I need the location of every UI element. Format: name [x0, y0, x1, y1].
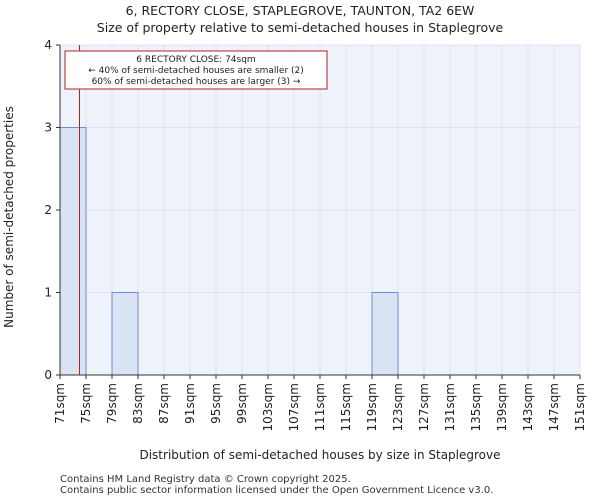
- x-tick-label: 71sqm: [53, 383, 67, 424]
- y-tick-label: 4: [44, 38, 52, 52]
- x-tick-label: 123sqm: [391, 383, 405, 431]
- x-tick-label: 107sqm: [287, 383, 301, 431]
- footer-licence: Contains public sector information licen…: [60, 485, 494, 496]
- x-tick-label: 147sqm: [547, 383, 561, 431]
- x-tick-label: 75sqm: [79, 383, 93, 424]
- x-tick-label: 99sqm: [235, 383, 249, 424]
- x-tick-label: 87sqm: [157, 383, 171, 424]
- x-tick-label: 115sqm: [339, 383, 353, 431]
- x-tick-label: 143sqm: [521, 383, 535, 431]
- chart-title: 6, RECTORY CLOSE, STAPLEGROVE, TAUNTON, …: [125, 3, 475, 18]
- x-tick-label: 103sqm: [261, 383, 275, 431]
- footer-copyright: Contains HM Land Registry data © Crown c…: [60, 474, 351, 485]
- histogram-bar: [59, 127, 87, 376]
- property-annotation: 6 RECTORY CLOSE: 74sqm ← 40% of semi-det…: [64, 50, 328, 90]
- chart-subtitle: Size of property relative to semi-detach…: [96, 20, 504, 35]
- x-tick-label: 91sqm: [183, 383, 197, 424]
- x-tick-label: 95sqm: [209, 383, 223, 424]
- y-axis-label: Number of semi-detached properties: [2, 106, 16, 328]
- x-tick-label: 135sqm: [469, 383, 483, 431]
- x-tick-label: 111sqm: [313, 383, 327, 431]
- annotation-line-1: 6 RECTORY CLOSE: 74sqm: [136, 55, 255, 65]
- annotation-line-2: ← 40% of semi-detached houses are smalle…: [88, 66, 304, 76]
- histogram-bar: [371, 292, 399, 376]
- x-tick-label: 79sqm: [105, 383, 119, 424]
- y-tick-label: 0: [44, 368, 52, 382]
- x-axis-label: Distribution of semi-detached houses by …: [139, 448, 500, 462]
- x-tick-label: 127sqm: [417, 383, 431, 431]
- x-tick-label: 83sqm: [131, 383, 145, 424]
- x-tick-label: 131sqm: [443, 383, 457, 431]
- histogram-bar: [111, 292, 139, 376]
- x-tick-label: 119sqm: [365, 383, 379, 431]
- x-tick-label: 151sqm: [573, 383, 587, 431]
- y-tick-label: 3: [44, 121, 52, 135]
- x-tick-label: 139sqm: [495, 383, 509, 431]
- y-tick-label: 2: [44, 203, 52, 217]
- annotation-line-3: 60% of semi-detached houses are larger (…: [92, 77, 301, 87]
- y-tick-label: 1: [44, 286, 52, 300]
